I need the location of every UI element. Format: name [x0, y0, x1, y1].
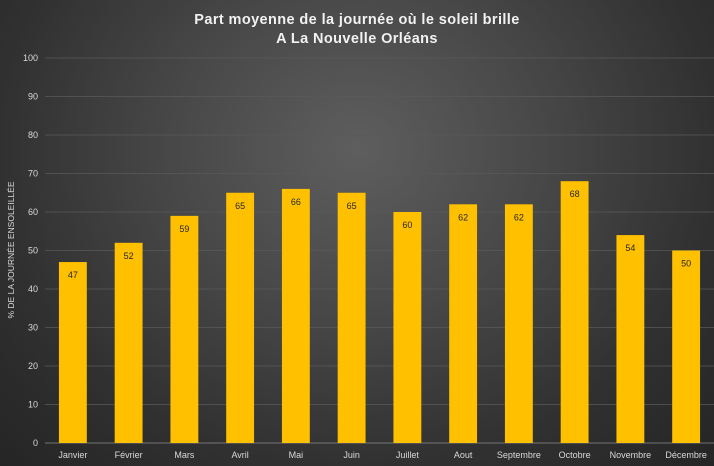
data-label: 65 [347, 201, 357, 211]
x-tick-label: Avril [231, 450, 248, 460]
data-label: 54 [625, 243, 635, 253]
y-tick-label: 30 [28, 323, 38, 333]
data-label: 66 [291, 197, 301, 207]
x-tick-label: Mai [289, 450, 304, 460]
x-tick-label: Septembre [497, 450, 541, 460]
y-tick-label: 0 [33, 438, 38, 448]
x-tick-label: Juillet [396, 450, 420, 460]
bar-7 [449, 204, 478, 443]
x-tick-label: Juin [343, 450, 360, 460]
x-tick-label: Mars [174, 450, 194, 460]
x-tick-label: Novembre [610, 450, 652, 460]
data-label: 68 [570, 189, 580, 199]
bars: 47 52 59 65 66 65 60 62 62 68 54 50 [58, 181, 701, 443]
y-tick-label: 20 [28, 361, 38, 371]
y-tick-label: 70 [28, 169, 38, 179]
bar-1 [114, 242, 143, 443]
y-tick-label: 100 [23, 53, 38, 63]
chart-title-line-2: A La Nouvelle Orléans [276, 31, 438, 47]
bar-0 [58, 262, 87, 443]
y-tick-label: 40 [28, 284, 38, 294]
bar-5 [337, 192, 366, 443]
y-tick-label: 90 [28, 92, 38, 102]
data-label: 62 [458, 212, 468, 222]
x-tick-label: Aout [454, 450, 473, 460]
data-label: 65 [235, 201, 245, 211]
bar-2 [170, 215, 199, 443]
y-axis-ticks: 0 10 20 30 40 50 60 70 80 90 100 [23, 53, 38, 448]
data-label: 52 [124, 251, 134, 261]
x-axis-ticks: Janvier Février Mars Avril Mai Juin Juillet Aou… [58, 450, 707, 460]
chart-title-line-1: Part moyenne de la journée où le soleil … [194, 12, 520, 28]
y-tick-label: 60 [28, 207, 38, 217]
bar-6 [393, 212, 422, 443]
data-label: 59 [179, 224, 189, 234]
bar-9 [560, 181, 589, 443]
bar-3 [226, 192, 255, 443]
bar-4 [281, 188, 310, 443]
y-tick-label: 50 [28, 246, 38, 256]
y-axis-label: % DE LA JOURNÉE ENSOLEILLÉE [6, 181, 16, 318]
x-tick-label: Février [115, 450, 143, 460]
y-tick-label: 80 [28, 130, 38, 140]
data-label: 47 [68, 270, 78, 280]
x-tick-label: Octobre [559, 450, 591, 460]
x-tick-label: Janvier [58, 450, 87, 460]
bar-8 [504, 204, 533, 443]
data-label: 62 [514, 212, 524, 222]
data-label: 50 [681, 259, 691, 269]
gridlines [45, 57, 714, 444]
x-tick-label: Décembre [665, 450, 707, 460]
y-tick-label: 10 [28, 400, 38, 410]
data-label: 60 [402, 220, 412, 230]
bar-11 [672, 250, 701, 443]
bar-10 [616, 235, 645, 443]
